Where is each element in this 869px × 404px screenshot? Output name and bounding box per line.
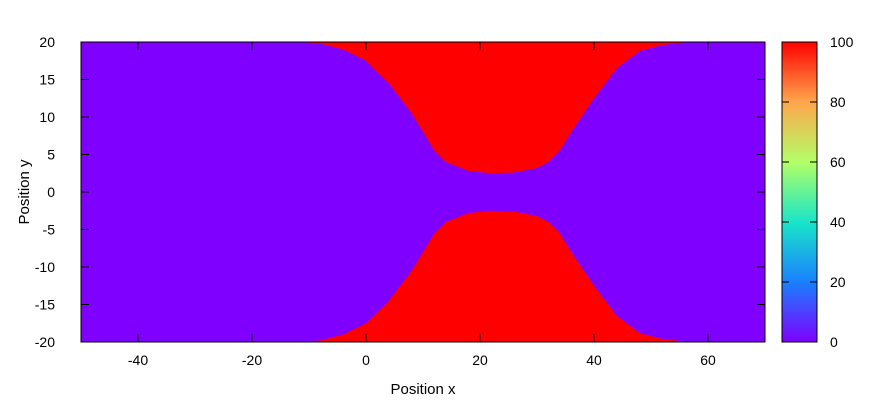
- colorbar-tick-label: 60: [830, 154, 846, 170]
- y-axis-label: Position y: [16, 159, 33, 225]
- plot-area: [80, 41, 766, 343]
- colorbar-tick-label: 20: [830, 274, 846, 290]
- y-tick-label: 15: [39, 72, 55, 88]
- x-axis-ticks: -40 -20 0 20 40 60: [128, 42, 716, 368]
- y-tick-label: -10: [35, 259, 55, 275]
- y-tick-label: -20: [35, 334, 55, 350]
- x-tick-label: 40: [586, 352, 602, 368]
- y-tick-label: 20: [39, 34, 55, 50]
- y-tick-label: -15: [35, 297, 55, 313]
- y-axis-ticks: -20 -15 -10 -5 0 5 10 15 20: [35, 34, 765, 350]
- x-tick-label: -20: [242, 352, 262, 368]
- colorbar-tick-label: 0: [830, 334, 838, 350]
- colorbar-ticks: 0 20 40 60 80 100: [782, 34, 854, 350]
- colorbar-tick-label: 80: [830, 94, 846, 110]
- x-tick-label: 60: [700, 352, 716, 368]
- x-tick-label: -40: [128, 352, 148, 368]
- y-tick-label: 5: [47, 147, 55, 163]
- y-tick-label: 10: [39, 109, 55, 125]
- upper-high-region: [297, 42, 697, 174]
- colorbar-tick-label: 100: [830, 34, 854, 50]
- colorbar: 0 20 40 60 80 100: [781, 34, 854, 350]
- x-tick-label: 20: [472, 352, 488, 368]
- colorbar-gradient: [781, 41, 818, 343]
- y-tick-label: 0: [47, 184, 55, 200]
- colorbar-tick-label: 40: [830, 214, 846, 230]
- x-tick-label: 0: [362, 352, 370, 368]
- x-axis-label: Position x: [390, 381, 456, 398]
- lower-high-region: [297, 210, 697, 342]
- y-tick-label: -5: [43, 222, 56, 238]
